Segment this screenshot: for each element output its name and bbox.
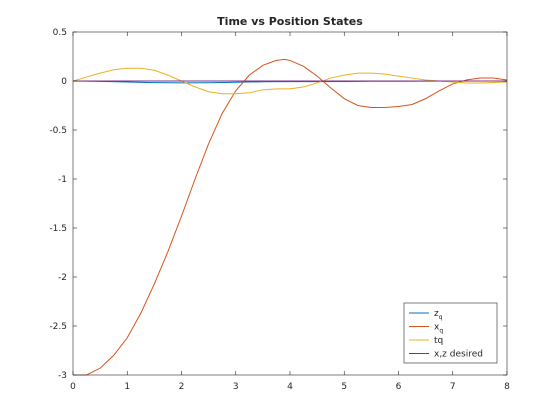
axes: 0 1 2 3 4 5 6 7 8 -3 -2.5 -2 -1.5 -1 -0.5 0 0.5	[49, 28, 510, 392]
legend-label: x,z desired	[434, 350, 483, 360]
legend-label: zq	[434, 309, 443, 321]
x-tick-label: 1	[124, 382, 130, 392]
legend-label: tq	[434, 336, 443, 346]
y-tick-label: -0.5	[49, 126, 67, 136]
x-tick-label: 7	[450, 382, 456, 392]
x-tick-label: 8	[504, 382, 510, 392]
x-tick-label: 5	[341, 382, 347, 392]
y-tick-label: -3	[58, 371, 67, 381]
x-tick-label: 2	[179, 382, 185, 392]
y-tick-label: -2.5	[49, 322, 67, 332]
x-tick-label: 6	[396, 382, 402, 392]
y-tick-label: 0	[61, 77, 67, 87]
series-line-1	[73, 58, 508, 376]
x-tick-label: 0	[70, 382, 76, 392]
y-tick-label: 0.5	[53, 28, 67, 38]
legend-label: xq	[434, 323, 443, 335]
y-tick-label: -1.5	[49, 224, 67, 234]
plot-area	[72, 58, 508, 376]
chart-title: Time vs Position States	[217, 15, 363, 28]
x-tick-label: 3	[233, 382, 239, 392]
y-tick-label: -2	[58, 273, 67, 283]
x-tick-label: 4	[287, 382, 293, 392]
y-tick-label: -1	[58, 175, 67, 185]
